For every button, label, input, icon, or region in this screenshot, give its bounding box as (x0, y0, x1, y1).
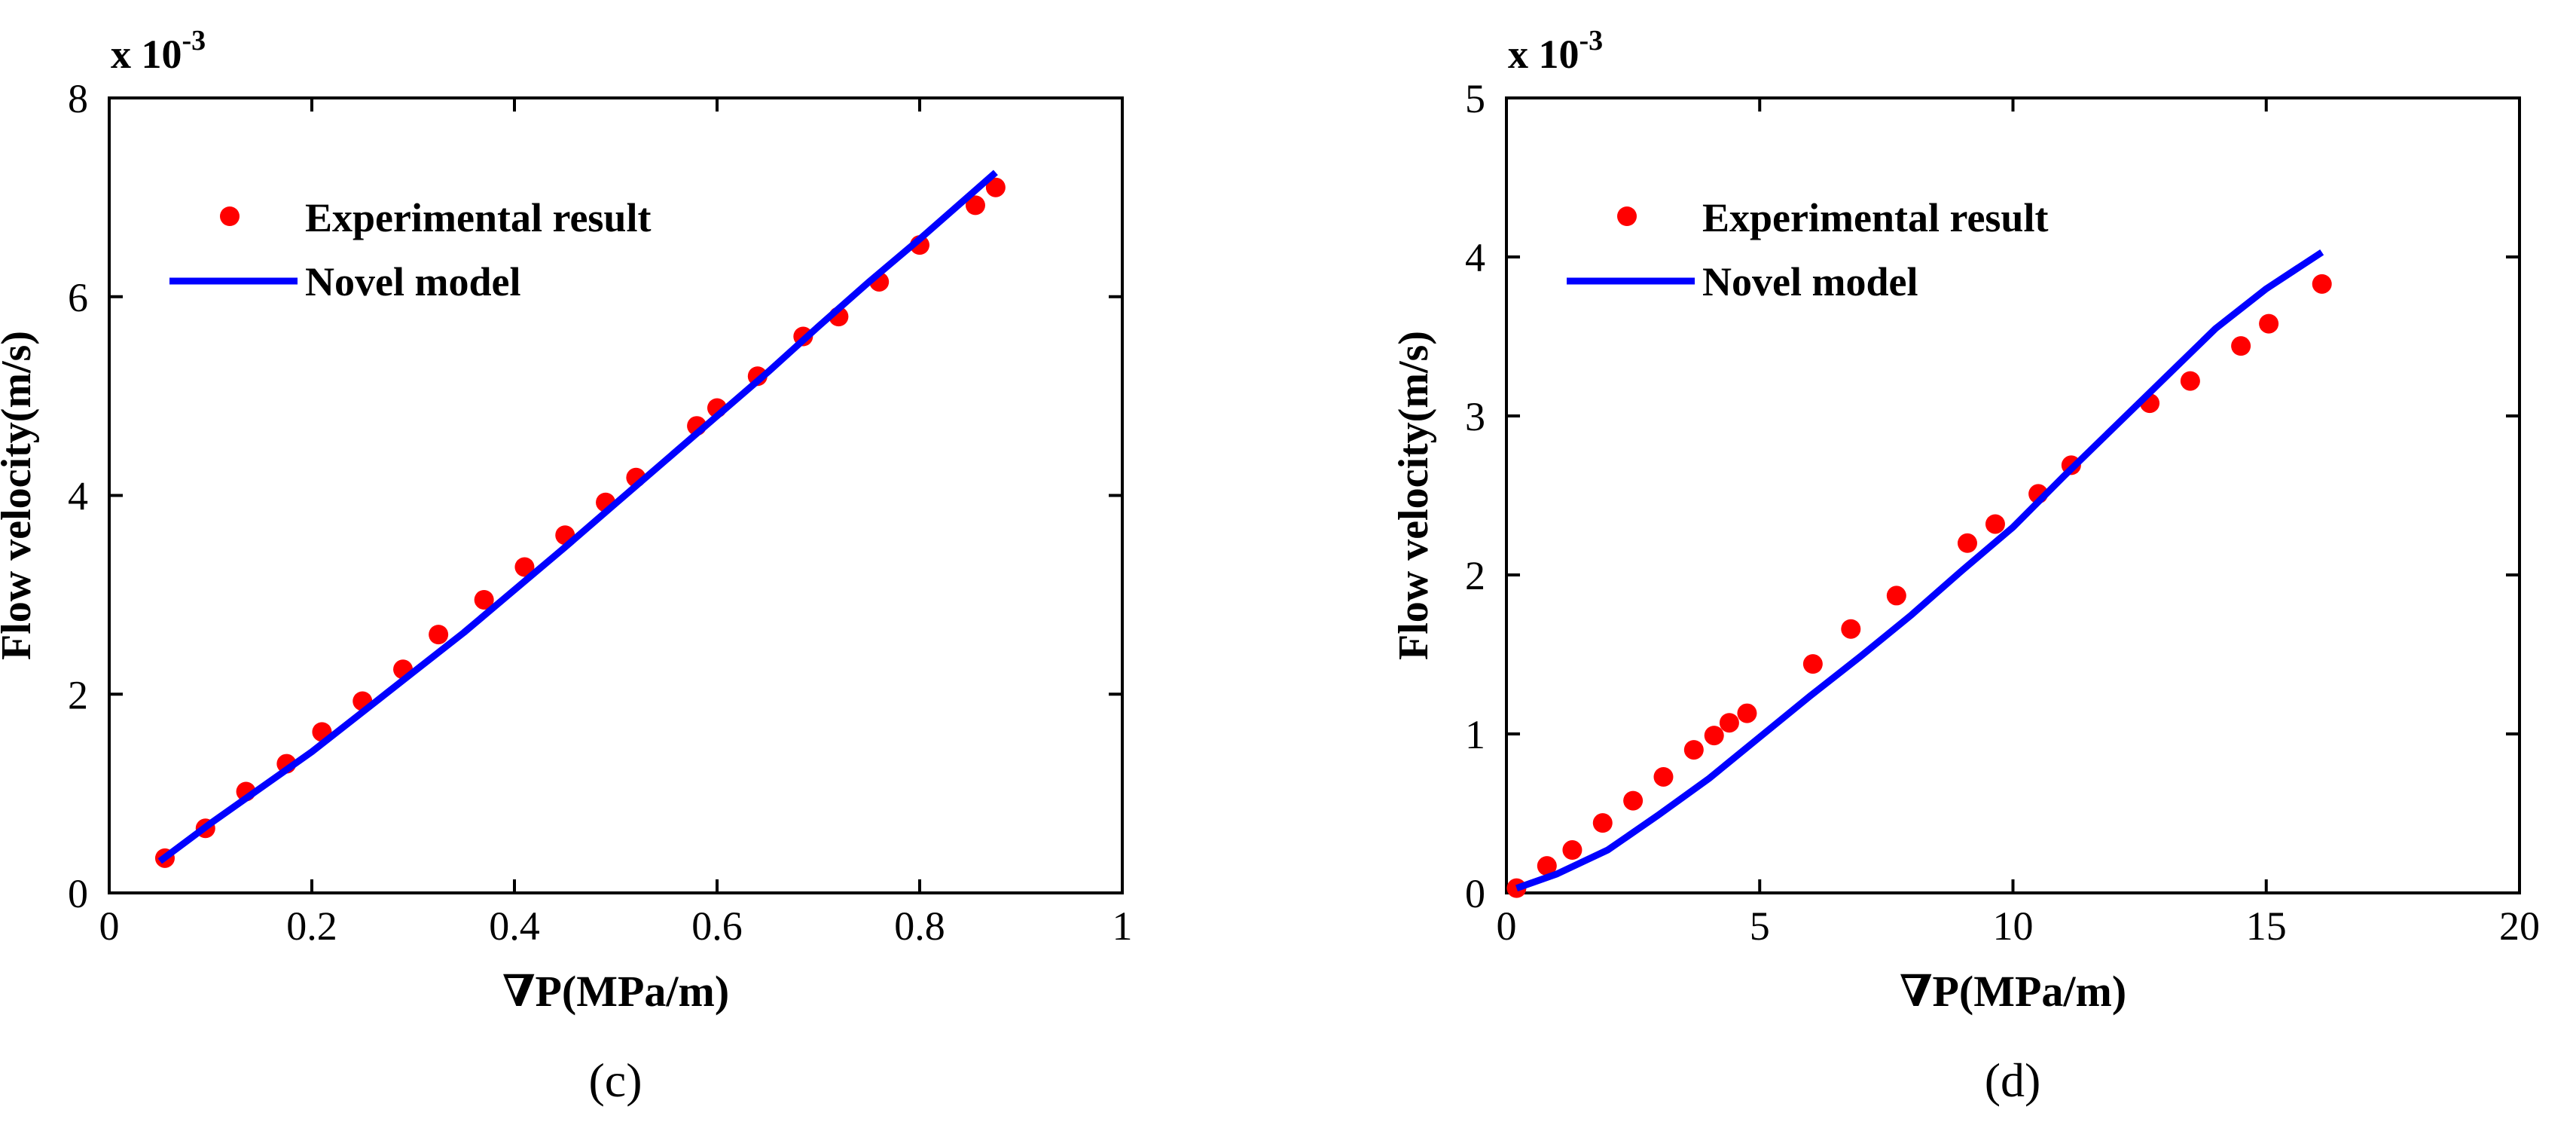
data-point-d-19 (2231, 336, 2251, 356)
y-tick-label-c-1: 2 (68, 672, 88, 717)
y-axis-title-d: Flow velocity(m/s) (1390, 331, 1437, 660)
legend-label-experimental-c: Experimental result (305, 195, 651, 240)
data-point-d-9 (1737, 703, 1757, 723)
data-point-d-14 (1985, 514, 2005, 534)
y-tick-label-c-4: 8 (68, 76, 88, 121)
legend-label-experimental-d: Experimental result (1702, 195, 2048, 240)
data-point-c-9 (514, 557, 535, 577)
data-point-c-21 (985, 177, 1006, 197)
y-tick-label-c-0: 0 (68, 871, 88, 916)
legend-label-novel-model-c: Novel model (305, 259, 520, 304)
legend-d: Experimental result Novel model (1567, 195, 2048, 304)
data-point-d-20 (2259, 313, 2279, 334)
x-tick-label-d-4: 20 (2499, 903, 2540, 949)
x-axis-c: 0 0.2 0.4 0.6 0.8 1 (99, 98, 1133, 949)
y-tick-label-d-5: 5 (1465, 76, 1485, 121)
chart-panel-d: 0 5 10 15 20 0 1 2 3 4 5 x 10-3 ∇P(MPa/m) Flow ve… (1390, 25, 2540, 1107)
data-point-d-18 (2180, 371, 2200, 391)
x-axis-title-d: ∇P(MPa/m) (1900, 967, 2126, 1016)
data-point-d-13 (1957, 533, 1977, 553)
data-point-c-20 (965, 195, 985, 216)
data-point-d-4 (1623, 790, 1644, 811)
data-point-d-21 (2312, 274, 2332, 294)
x-tick-label-c-5: 1 (1113, 903, 1133, 949)
x-tick-label-c-3: 0.6 (691, 903, 743, 949)
x-axis-title-c: ∇P(MPa/m) (502, 967, 729, 1016)
x-tick-label-c-0: 0 (99, 903, 120, 949)
y-axis-title-c: Flow velocity(m/s) (0, 331, 40, 660)
data-point-d-2 (1562, 840, 1583, 861)
data-point-c-8 (474, 589, 494, 610)
y-tick-label-d-1: 1 (1465, 712, 1485, 757)
y-tick-label-d-3: 3 (1465, 394, 1485, 439)
data-point-d-3 (1592, 813, 1613, 833)
data-point-d-6 (1683, 740, 1704, 760)
x-tick-label-d-3: 15 (2246, 903, 2287, 949)
x-tick-label-d-2: 10 (1993, 903, 2034, 949)
y-tick-label-d-4: 4 (1465, 235, 1485, 280)
x-axis-d: 0 5 10 15 20 (1497, 98, 2540, 949)
y-exponent-label-d: x 10-3 (1508, 25, 1603, 77)
legend-marker-experimental-d (1617, 206, 1637, 226)
data-point-d-11 (1841, 619, 1861, 639)
chart-panel-c: 0 0.2 0.4 0.6 0.8 1 0 2 4 6 8 x 10-3 ∇P(MPa/m) Fl… (0, 25, 1133, 1107)
data-point-d-10 (1802, 654, 1823, 674)
experimental-markers-c (154, 177, 1006, 868)
legend-label-novel-model-d: Novel model (1702, 259, 1918, 304)
novel-model-line-d (1515, 249, 2324, 891)
x-tick-label-c-2: 0.4 (489, 903, 540, 949)
y-tick-label-d-2: 2 (1465, 553, 1485, 598)
y-axis-c: 0 2 4 6 8 (68, 76, 1122, 916)
x-tick-label-c-1: 0.2 (286, 903, 337, 949)
legend-c: Experimental result Novel model (169, 195, 651, 304)
data-point-d-7 (1704, 726, 1724, 746)
legend-marker-experimental-c (220, 206, 240, 226)
y-tick-label-d-0: 0 (1465, 871, 1485, 916)
y-exponent-label-c: x 10-3 (111, 25, 206, 77)
data-point-c-7 (429, 625, 449, 645)
x-tick-label-d-0: 0 (1497, 903, 1517, 949)
x-tick-label-d-1: 5 (1750, 903, 1770, 949)
y-axis-d: 0 1 2 3 4 5 (1465, 76, 2520, 916)
data-point-d-12 (1886, 585, 1906, 606)
y-tick-label-c-3: 6 (68, 275, 88, 320)
data-point-d-8 (1719, 713, 1739, 733)
data-point-d-5 (1653, 766, 1674, 787)
x-tick-label-c-4: 0.8 (894, 903, 945, 949)
y-tick-label-c-2: 4 (68, 474, 88, 519)
novel-model-line-c (157, 170, 998, 864)
panel-label-d: (d) (1985, 1053, 2041, 1107)
panel-label-c: (c) (588, 1053, 642, 1107)
data-point-d-1 (1537, 856, 1557, 876)
